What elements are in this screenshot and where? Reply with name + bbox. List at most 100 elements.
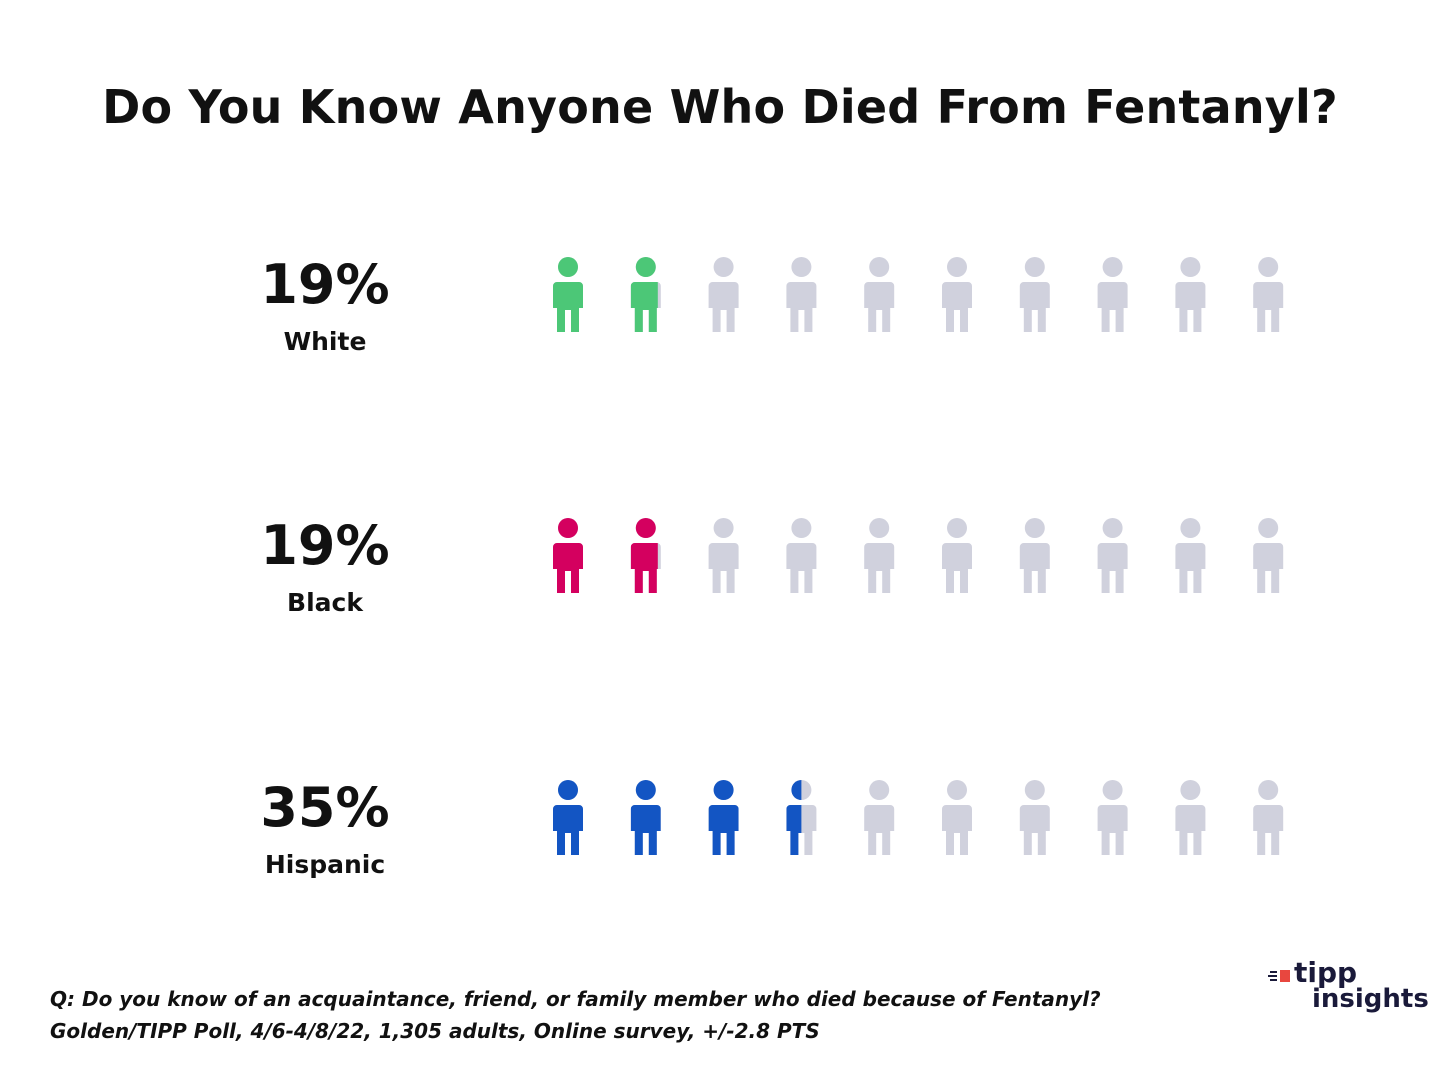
logo-dash-shape [1270, 979, 1277, 981]
person-body-shape [1019, 282, 1050, 332]
person-body-shape [1175, 543, 1206, 593]
person-icon [1175, 257, 1206, 332]
person-icons-white [553, 257, 1284, 332]
person-body-shape [1019, 805, 1050, 855]
person-icon [942, 257, 972, 332]
person-icon [942, 780, 972, 855]
person-head-shape [947, 257, 967, 277]
person-icon [1253, 780, 1284, 855]
logo-mark-icon [1268, 970, 1290, 982]
person-head-shape [1024, 518, 1045, 538]
person-body-shape [942, 805, 972, 855]
person-icon [786, 257, 817, 332]
person-head-shape [713, 257, 734, 277]
person-icon [708, 780, 739, 855]
person-head-shape [558, 518, 578, 538]
person-icon [864, 257, 895, 332]
person-body-shape [630, 805, 661, 855]
person-icon [1097, 257, 1128, 332]
person-body-shape [708, 805, 739, 855]
person-body-shape [786, 805, 802, 855]
group-label: Black [287, 588, 363, 617]
person-head-shape [1102, 518, 1123, 538]
person-head-shape [1258, 780, 1279, 800]
person-head-shape [713, 780, 734, 800]
person-head-shape [869, 257, 890, 277]
chart-title: Do You Know Anyone Who Died From Fentany… [102, 80, 1338, 134]
logo-text-tipp: tipp [1294, 956, 1358, 989]
percent-value: 19% [260, 514, 390, 577]
person-body-shape [864, 543, 895, 593]
person-icon [786, 780, 817, 855]
person-icon [708, 257, 739, 332]
series-label-block: 35% Hispanic [225, 778, 425, 880]
person-icon [1175, 780, 1206, 855]
person-icon [1097, 518, 1128, 593]
person-icons-black [553, 518, 1284, 593]
person-icon [1019, 257, 1050, 332]
person-body-shape [553, 805, 583, 855]
group-label: White [283, 327, 367, 356]
logo-dash-shape [1268, 975, 1277, 977]
person-head-shape [1258, 257, 1279, 277]
person-body-shape [553, 282, 583, 332]
person-body-shape [1175, 282, 1206, 332]
person-body-shape [1253, 282, 1284, 332]
person-body-shape [1097, 282, 1128, 332]
person-head-shape [1180, 780, 1201, 800]
person-body-shape [1097, 805, 1128, 855]
person-body-shape [1253, 543, 1284, 593]
person-head-shape [869, 780, 890, 800]
person-body-shape [708, 543, 739, 593]
person-body-shape [942, 543, 972, 593]
person-icon [630, 518, 661, 593]
series-row-black: 19% Black [0, 516, 1440, 656]
person-head-shape [635, 257, 656, 277]
person-icon [708, 518, 739, 593]
footnote: Q: Do you know of an acquaintance, frien… [50, 983, 1101, 1047]
person-icon [630, 257, 661, 332]
person-icon [942, 518, 972, 593]
person-icon [553, 257, 583, 332]
person-body-shape [1019, 543, 1050, 593]
person-head-shape [869, 518, 890, 538]
series-row-white: 19% White [0, 255, 1440, 395]
person-head-shape [635, 780, 656, 800]
person-body-shape [1253, 805, 1284, 855]
person-head-shape [1180, 518, 1201, 538]
person-icon [1019, 518, 1050, 593]
logo-flag-shape [1280, 970, 1290, 982]
survey-question: Q: Do you know of an acquaintance, frien… [50, 987, 1101, 1011]
person-head-shape [1258, 518, 1279, 538]
person-icon [1253, 257, 1284, 332]
person-icon [864, 780, 895, 855]
series-row-hispanic: 35% Hispanic [0, 778, 1440, 918]
person-head-shape [558, 257, 578, 277]
person-head-shape [558, 780, 578, 800]
person-body-shape [630, 543, 658, 593]
percent-value: 35% [260, 776, 390, 839]
person-body-shape [786, 282, 817, 332]
percent-value: 19% [260, 253, 390, 316]
person-body-shape [864, 282, 895, 332]
person-head-shape [947, 518, 967, 538]
logo-text-insights: insights [1312, 984, 1429, 1014]
person-body-shape [1175, 805, 1206, 855]
person-icon [1097, 780, 1128, 855]
person-body-shape [786, 543, 817, 593]
person-body-shape [942, 282, 972, 332]
person-icon [1019, 780, 1050, 855]
person-head-shape [1102, 257, 1123, 277]
person-body-shape [553, 543, 583, 593]
tipp-insights-logo: tipp insights [1268, 956, 1429, 1022]
person-icon [553, 518, 583, 593]
person-head-shape [1180, 257, 1201, 277]
person-head-shape [1024, 780, 1045, 800]
person-head-shape [791, 257, 812, 277]
group-label: Hispanic [264, 850, 386, 879]
person-icon [553, 780, 583, 855]
person-icons-hispanic [553, 780, 1284, 855]
logo-dash-shape [1270, 971, 1277, 973]
person-icon [630, 780, 661, 855]
series-label-block: 19% Black [225, 516, 425, 618]
